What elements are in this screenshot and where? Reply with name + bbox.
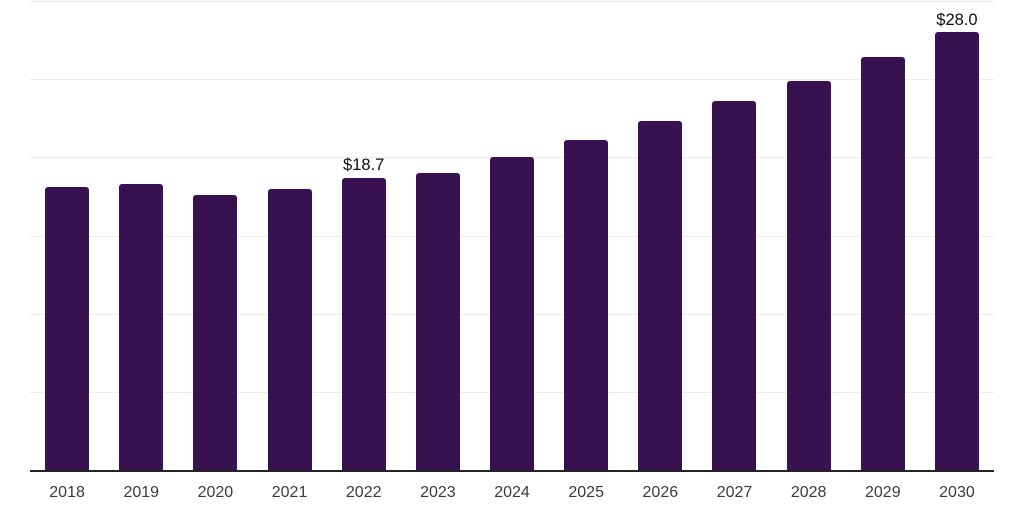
gridline-y-25 [30, 79, 994, 81]
bar-2026 [638, 121, 683, 470]
x-tick-label-2021: 2021 [271, 484, 308, 501]
bar-slot-2030: $28.0 [920, 1, 994, 470]
bar-slot-2029 [846, 1, 920, 470]
bar-2025 [564, 140, 609, 470]
x-tick-label-2023: 2023 [420, 484, 456, 501]
bars: $18.7 $28.0 [30, 1, 994, 470]
bar-2023 [415, 173, 460, 470]
gridline-y-30 [30, 1, 994, 2]
bar-slot-2018 [30, 1, 104, 470]
bar-slot-2028 [772, 1, 846, 470]
bar-2024 [490, 157, 535, 470]
bar-2020 [193, 194, 238, 470]
bar-2022 [341, 177, 386, 470]
x-axis-labels: 2018 2019 2020 2021 2022 2023 2024 2025 2026 2027… [30, 483, 994, 502]
x-tick-label-2018: 2018 [49, 484, 85, 501]
bar-2029 [860, 57, 905, 470]
bar-slot-2026 [623, 1, 697, 470]
x-tick-label-2026: 2026 [642, 484, 679, 501]
bar-2028 [786, 80, 831, 470]
bar-slot-2022: $18.7 [327, 1, 401, 470]
x-tick-label-2020: 2020 [197, 484, 234, 501]
x-tick-label-2027: 2027 [716, 484, 753, 501]
bar-2027 [712, 101, 757, 470]
x-tick-label-2030: 2030 [939, 484, 975, 501]
x-tick-label-2029: 2029 [865, 484, 901, 501]
bar-slot-2023 [401, 1, 475, 470]
bar-slot-2019 [104, 1, 178, 470]
x-tick-label-2028: 2028 [790, 484, 827, 501]
x-axis-line [30, 470, 994, 472]
x-tick-label-2019: 2019 [123, 484, 160, 501]
bar-2018 [45, 187, 90, 470]
x-tick-label-2022: 2022 [345, 484, 382, 501]
x-tick-label-2025: 2025 [568, 484, 604, 501]
bar-slot-2021 [252, 1, 326, 470]
bar-2030 [934, 32, 979, 470]
bar-slot-2025 [549, 1, 623, 470]
bar-2019 [119, 183, 164, 470]
plot-area: $18.7 $28.0 [30, 1, 994, 472]
bar-slot-2027 [697, 1, 771, 470]
bar-value-label-2030: $28.0 [936, 10, 978, 29]
bar-slot-2020 [178, 1, 252, 470]
bar-2021 [267, 188, 312, 470]
x-tick-label-2024: 2024 [494, 484, 530, 501]
bar-slot-2024 [475, 1, 549, 470]
bar-value-label-2022: $18.7 [343, 156, 385, 175]
